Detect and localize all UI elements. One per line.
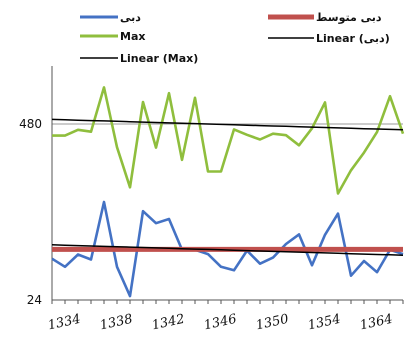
- series-line-green: [52, 86, 405, 195]
- legend: دبی دبی متوسط Max Linear (دبی) Linear (M…: [80, 11, 390, 65]
- x-tick-label: 1346: [203, 312, 238, 334]
- x-tick-label: 1338: [99, 312, 134, 334]
- y-tick-label: 24: [27, 293, 42, 307]
- x-tick-label: 1364: [359, 312, 394, 334]
- legend-label-black-small: Linear (دبی): [316, 32, 390, 45]
- x-tick-label: 1342: [151, 312, 186, 334]
- series-line-black-small: [51, 244, 404, 256]
- series-line-blue: [51, 200, 404, 298]
- legend-label-red: دبی متوسط: [316, 11, 382, 24]
- legend-label-green: Max: [120, 30, 145, 43]
- x-tick-label: 1350: [255, 312, 290, 334]
- y-tick-label: 480: [19, 117, 42, 131]
- plot-area: 480 24 1334 1338 1342 1346 1350 1354 1364: [19, 66, 405, 334]
- x-tick-label: 1354: [307, 312, 342, 334]
- x-tick-label: 1334: [47, 312, 82, 334]
- legend-label-blue: دبی: [120, 11, 141, 24]
- legend-label-black-max: Linear (Max): [120, 52, 198, 65]
- series-line-black-max: [51, 118, 404, 131]
